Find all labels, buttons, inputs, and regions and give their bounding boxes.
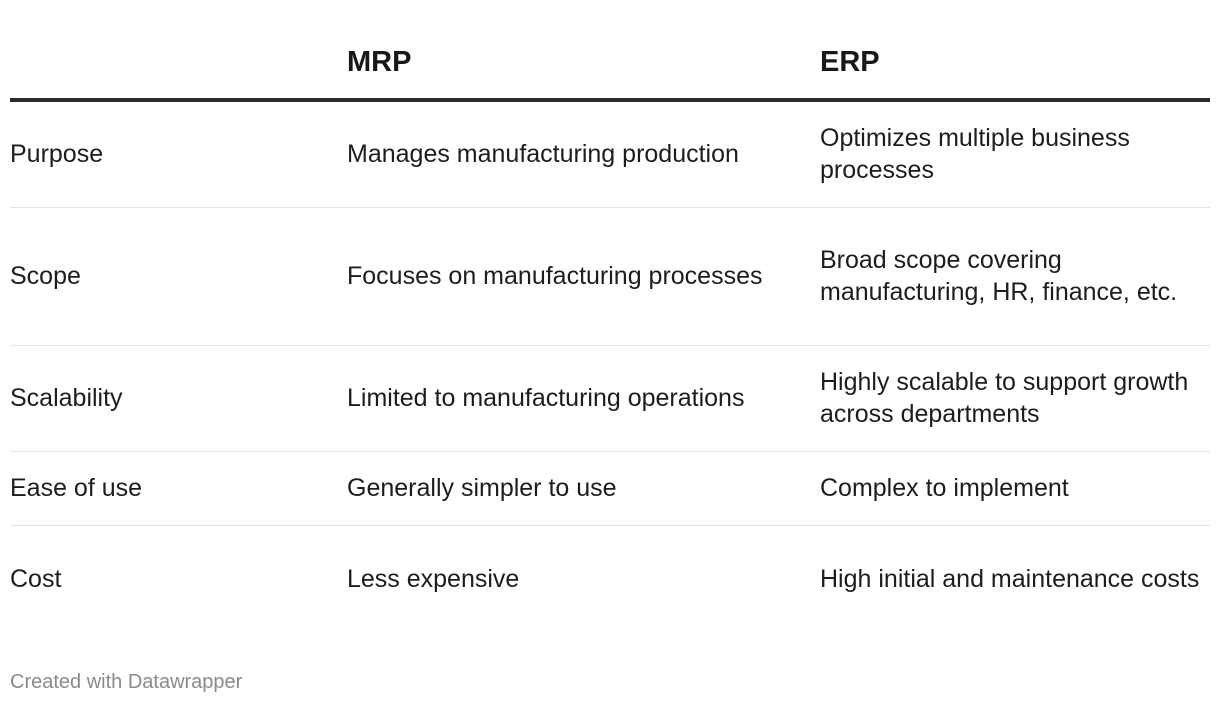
header-cell-mrp: MRP [347,0,820,102]
row-label: Scalability [10,345,347,452]
mrp-cell: Generally simpler to use [347,451,820,526]
table-header: MRP ERP [10,0,1210,102]
table-row: Purpose Manages manufacturing production… [10,100,1210,208]
header-cell-label [10,0,347,102]
row-label: Cost [10,565,62,594]
row-label: Purpose [10,100,347,208]
mrp-cell: Focuses on manufacturing processes [347,207,820,346]
erp-cell: Highly scalable to support growth across… [820,345,1210,452]
row-label: Scope [10,207,347,346]
datawrapper-credit[interactable]: Created with Datawrapper [10,671,243,693]
table-row: Scope Focuses on manufacturing processes… [10,207,1210,346]
table-body: Purpose Manages manufacturing production… [10,100,1210,633]
table-row: Scalability Limited to manufacturing ope… [10,345,1210,452]
row-label: Ease of use [10,451,347,526]
comparison-table-container: MRP ERP Purpose Manages manufacturing pr… [10,0,1210,633]
erp-cell: Complex to implement [820,451,1210,526]
header-cell-erp: ERP [820,0,1210,102]
header-row: MRP ERP [10,0,1210,102]
table-row: Cost Less expensive High initial and mai… [10,525,1210,633]
table-row: Ease of use Generally simpler to use Com… [10,451,1210,526]
mrp-cell: Limited to manufacturing operations [347,345,820,452]
erp-cell: Optimizes multiple business processes [820,100,1210,208]
erp-cell: Broad scope covering manufacturing, HR, … [820,207,1210,346]
erp-cell: High initial and maintenance costs [820,565,1200,594]
mrp-cell: Less expensive [347,565,520,594]
comparison-table: MRP ERP Purpose Manages manufacturing pr… [10,0,1210,633]
mrp-cell: Manages manufacturing production [347,100,820,208]
